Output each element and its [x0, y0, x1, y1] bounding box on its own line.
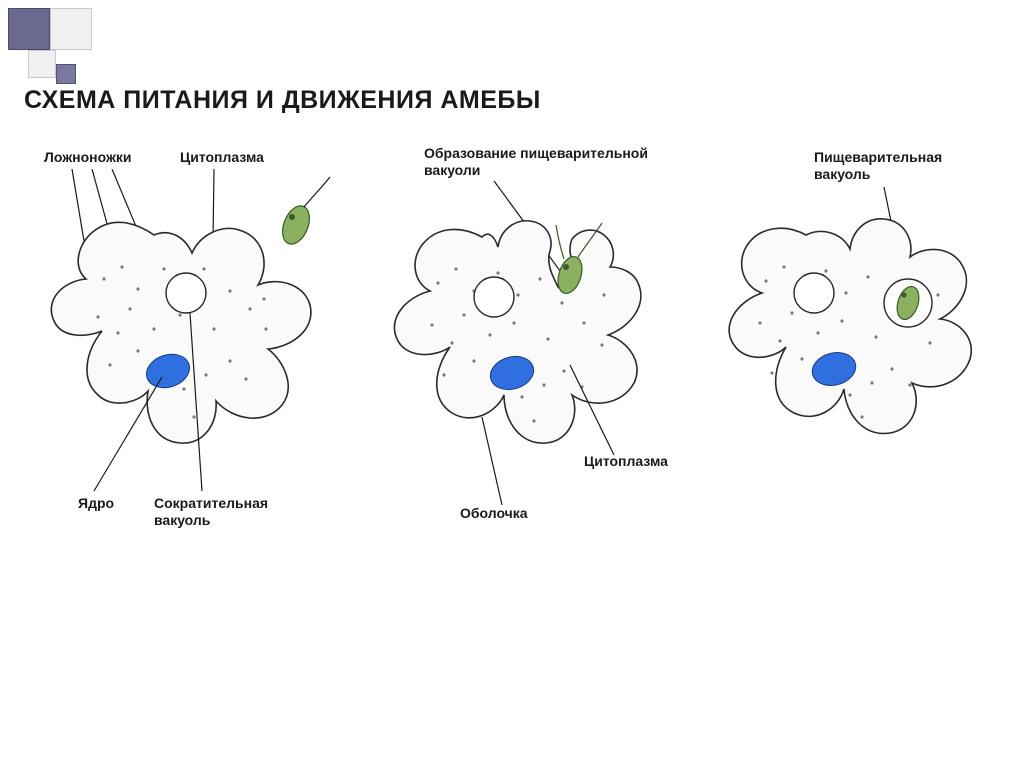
label-contractile: Сократительная вакуоль	[154, 495, 268, 529]
corner-square	[8, 8, 50, 50]
amoeba-stage-3	[694, 175, 994, 495]
corner-square	[56, 64, 76, 84]
label-formation: Образование пищеварительной вакуоли	[424, 145, 648, 179]
digestive-vacuole	[884, 279, 932, 327]
label-cytoplasm: Цитоплазма	[180, 149, 264, 166]
corner-square	[50, 8, 92, 50]
diagram-title: СХЕМА ПИТАНИЯ И ДВИЖЕНИЯ АМЕБЫ	[24, 86, 1000, 115]
amoeba-stage-1	[34, 169, 354, 499]
corner-square	[28, 50, 56, 78]
food-particle	[277, 177, 330, 248]
amoeba-stage-2	[364, 175, 684, 515]
label-pseudopods: Ложноножки	[44, 149, 132, 166]
contractile-vacuole	[166, 273, 206, 313]
amoeba-diagram: Ложноножки Цитоплазма Образование пищева…	[24, 119, 1000, 549]
